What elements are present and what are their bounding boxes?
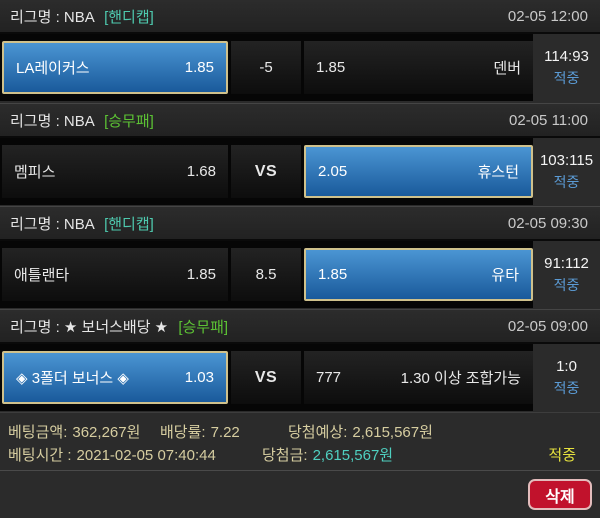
away-odds: 1.85	[316, 59, 346, 76]
bet-amount-value: 362,267원	[72, 424, 141, 441]
away-team-name: 덴버	[493, 60, 521, 77]
prize-value: 2,615,567원	[312, 447, 394, 464]
footer-bar: 삭제	[0, 470, 600, 518]
vs-cell: VS	[231, 351, 301, 404]
league-header: 리그명 : ★ 보너스배당 ★ [승무패] 02-05 09:00	[0, 310, 600, 344]
delete-button[interactable]: 삭제	[528, 479, 592, 510]
prize-label: 당첨금:	[262, 447, 308, 464]
handicap-value: -5	[259, 59, 273, 76]
bet-amount: 베팅금액: 362,267원	[8, 421, 160, 442]
market-type-label: [핸디캡]	[104, 8, 154, 26]
home-team-name: 멤피스	[14, 164, 56, 181]
result-badge: 적중	[553, 69, 580, 86]
summary-line-1: 베팅금액: 362,267원 배당률: 7.22 당첨예상: 2,615,567원	[8, 420, 590, 443]
league-name: 리그명 : NBA [핸디캡]	[10, 213, 154, 234]
match-time: 02-05 09:30	[507, 214, 588, 232]
home-pick-cell: 애틀랜타 1.85	[2, 248, 228, 301]
bet-summary: 베팅금액: 362,267원 배당률: 7.22 당첨예상: 2,615,567원 베…	[0, 412, 600, 470]
final-score: 103:115	[539, 151, 594, 169]
away-pick-cell: 2.05 휴스턴	[304, 145, 533, 198]
away-team-name: 휴스턴	[477, 164, 519, 181]
handicap-cell: -5	[231, 41, 301, 94]
match-time: 02-05 11:00	[509, 111, 588, 129]
handicap-value: 8.5	[255, 266, 277, 283]
match-row: 멤피스 1.68 VS 2.05 휴스턴 103:115 적중	[0, 138, 600, 205]
league-text: 리그명 : NBA	[10, 215, 94, 233]
expected-prize-label: 당첨예상:	[288, 424, 348, 441]
market-type-label: [승무패]	[104, 112, 154, 130]
market-type-label: [핸디캡]	[104, 215, 154, 233]
handicap-cell: 8.5	[231, 248, 301, 301]
final-score: 114:93	[544, 47, 589, 65]
result-badge: 적중	[553, 276, 580, 293]
away-team-name: 유타	[491, 267, 519, 284]
summary-line-2: 베팅시간 :2021-02-05 07:40:44 당첨금: 2,615,567원…	[8, 443, 590, 466]
match-time: 02-05 09:00	[507, 317, 588, 335]
odds-rate-label: 배당률:	[160, 424, 206, 441]
league-name: 리그명 : NBA [승무패]	[10, 110, 154, 131]
away-odds: 2.05	[318, 163, 348, 180]
result-column: 1:0 적중	[533, 344, 600, 411]
away-pick-cell: 1.85 덴버	[304, 41, 533, 94]
away-odds: 777	[316, 369, 342, 386]
league-name: 리그명 : ★ 보너스배당 ★ [승무패]	[10, 316, 228, 337]
expected-prize: 당첨예상: 2,615,567원	[288, 421, 433, 442]
result-badge: 적중	[553, 173, 580, 190]
home-odds: 1.85	[184, 59, 214, 76]
match-section: 리그명 : NBA [핸디캡] 02-05 12:00 LA레이커스 1.85 …	[0, 0, 600, 103]
league-header: 리그명 : NBA [핸디캡] 02-05 09:30	[0, 207, 600, 241]
away-odds: 1.85	[318, 266, 348, 283]
home-pick-cell: 멤피스 1.68	[2, 145, 228, 198]
league-name: 리그명 : NBA [핸디캡]	[10, 6, 154, 27]
league-text: 리그명 : NBA	[10, 8, 94, 26]
odds-rate: 배당률: 7.22	[160, 421, 288, 442]
bet-amount-label: 베팅금액:	[8, 424, 68, 441]
bet-time-label: 베팅시간 :	[8, 447, 72, 464]
bonus-pick-cell: ◈ 3폴더 보너스 ◈ 1.03	[2, 351, 228, 404]
result-column: 91:112 적중	[533, 241, 600, 308]
away-pick-cell: 777 1.30 이상 조합가능	[304, 351, 533, 404]
away-team-name: 1.30 이상 조합가능	[400, 370, 521, 387]
odds-cells: ◈ 3폴더 보너스 ◈ 1.03 VS 777 1.30 이상 조합가능	[0, 344, 533, 411]
bonus-odds: 1.03	[184, 369, 214, 386]
bonus-name: ◈ 3폴더 보너스 ◈	[16, 370, 129, 387]
result-column: 114:93 적중	[533, 34, 600, 101]
league-text: 리그명 : ★ 보너스배당 ★	[10, 318, 169, 336]
home-team-name: LA레이커스	[16, 60, 90, 77]
match-row: LA레이커스 1.85 -5 1.85 덴버 114:93 적중	[0, 34, 600, 101]
vs-label: VS	[254, 162, 278, 180]
match-row: 애틀랜타 1.85 8.5 1.85 유타 91:112 적중	[0, 241, 600, 308]
odds-cells: LA레이커스 1.85 -5 1.85 덴버	[0, 34, 533, 101]
result-column: 103:115 적중	[533, 138, 600, 205]
final-score: 1:0	[556, 357, 577, 375]
home-odds: 1.68	[186, 163, 216, 180]
home-odds: 1.85	[186, 266, 216, 283]
result-badge: 적중	[553, 379, 580, 396]
match-section: 리그명 : NBA [핸디캡] 02-05 09:30 애틀랜타 1.85 8.…	[0, 206, 600, 309]
league-text: 리그명 : NBA	[10, 112, 94, 130]
match-section: 리그명 : NBA [승무패] 02-05 11:00 멤피스 1.68 VS …	[0, 103, 600, 206]
match-section: 리그명 : ★ 보너스배당 ★ [승무패] 02-05 09:00 ◈ 3폴더 …	[0, 309, 600, 412]
match-time: 02-05 12:00	[507, 7, 588, 25]
league-header: 리그명 : NBA [핸디캡] 02-05 12:00	[0, 0, 600, 34]
match-row: ◈ 3폴더 보너스 ◈ 1.03 VS 777 1.30 이상 조합가능 1:0…	[0, 344, 600, 411]
overall-result-badge: 적중	[548, 447, 576, 464]
odds-cells: 멤피스 1.68 VS 2.05 휴스턴	[0, 138, 533, 205]
bet-time: 베팅시간 :2021-02-05 07:40:44	[8, 444, 262, 465]
vs-label: VS	[254, 368, 278, 386]
final-score: 91:112	[544, 254, 589, 272]
home-team-name: 애틀랜타	[14, 267, 70, 284]
bet-time-value: 2021-02-05 07:40:44	[76, 447, 216, 464]
odds-cells: 애틀랜타 1.85 8.5 1.85 유타	[0, 241, 533, 308]
league-header: 리그명 : NBA [승무패] 02-05 11:00	[0, 104, 600, 138]
home-pick-cell: LA레이커스 1.85	[2, 41, 228, 94]
prize: 당첨금: 2,615,567원	[262, 444, 393, 465]
odds-rate-value: 7.22	[210, 424, 240, 441]
away-pick-cell: 1.85 유타	[304, 248, 533, 301]
vs-cell: VS	[231, 145, 301, 198]
expected-prize-value: 2,615,567원	[352, 424, 433, 441]
market-type-label: [승무패]	[178, 318, 229, 336]
